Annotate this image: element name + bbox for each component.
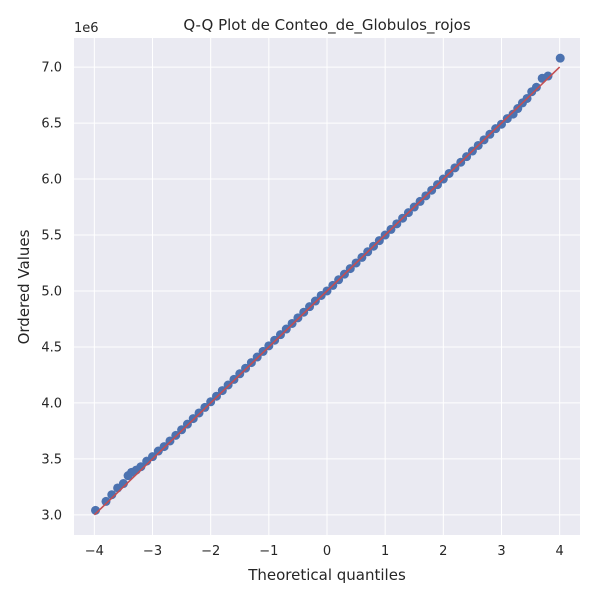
x-tick-label: 0 [323,544,331,559]
y-tick-label: 5.0 [41,284,62,299]
y-tick-label: 6.0 [41,173,62,188]
chart-title: Q-Q Plot de Conteo_de_Globulos_rojos [183,16,471,35]
x-tick-label: 1 [381,544,389,559]
x-tick-label: −4 [85,544,104,559]
x-tick-label: 3 [497,544,505,559]
y-axis-label: Ordered Values [15,229,33,344]
x-tick-label: −3 [143,544,162,559]
data-point [543,71,553,81]
reference-fit-line [93,66,561,516]
y-tick-label: 3.0 [41,508,62,523]
y-tick-label: 5.5 [41,229,62,244]
x-axis-label: Theoretical quantiles [247,566,406,584]
y-tick-label: 7.0 [41,61,62,76]
x-tick-label: −1 [259,544,278,559]
y-tick-label: 4.0 [41,396,62,411]
y-tick-label: 4.5 [41,340,62,355]
data-point [555,53,565,63]
x-tick-label: 2 [439,544,447,559]
data-point [531,82,541,92]
data-point [148,452,158,462]
y-tick-label: 6.5 [41,117,62,132]
x-tick-label: −2 [201,544,220,559]
y-axis-offset-label: 1e6 [74,21,99,36]
x-tick-label: 4 [556,544,564,559]
y-tick-label: 3.5 [41,452,62,467]
data-point [101,496,111,506]
tick-labels: −4 −3 −2 −1 0 1 2 3 4 3.0 3.5 4.0 4.5 5.0 5.5 6.0 6.5 7.0 [41,61,563,559]
